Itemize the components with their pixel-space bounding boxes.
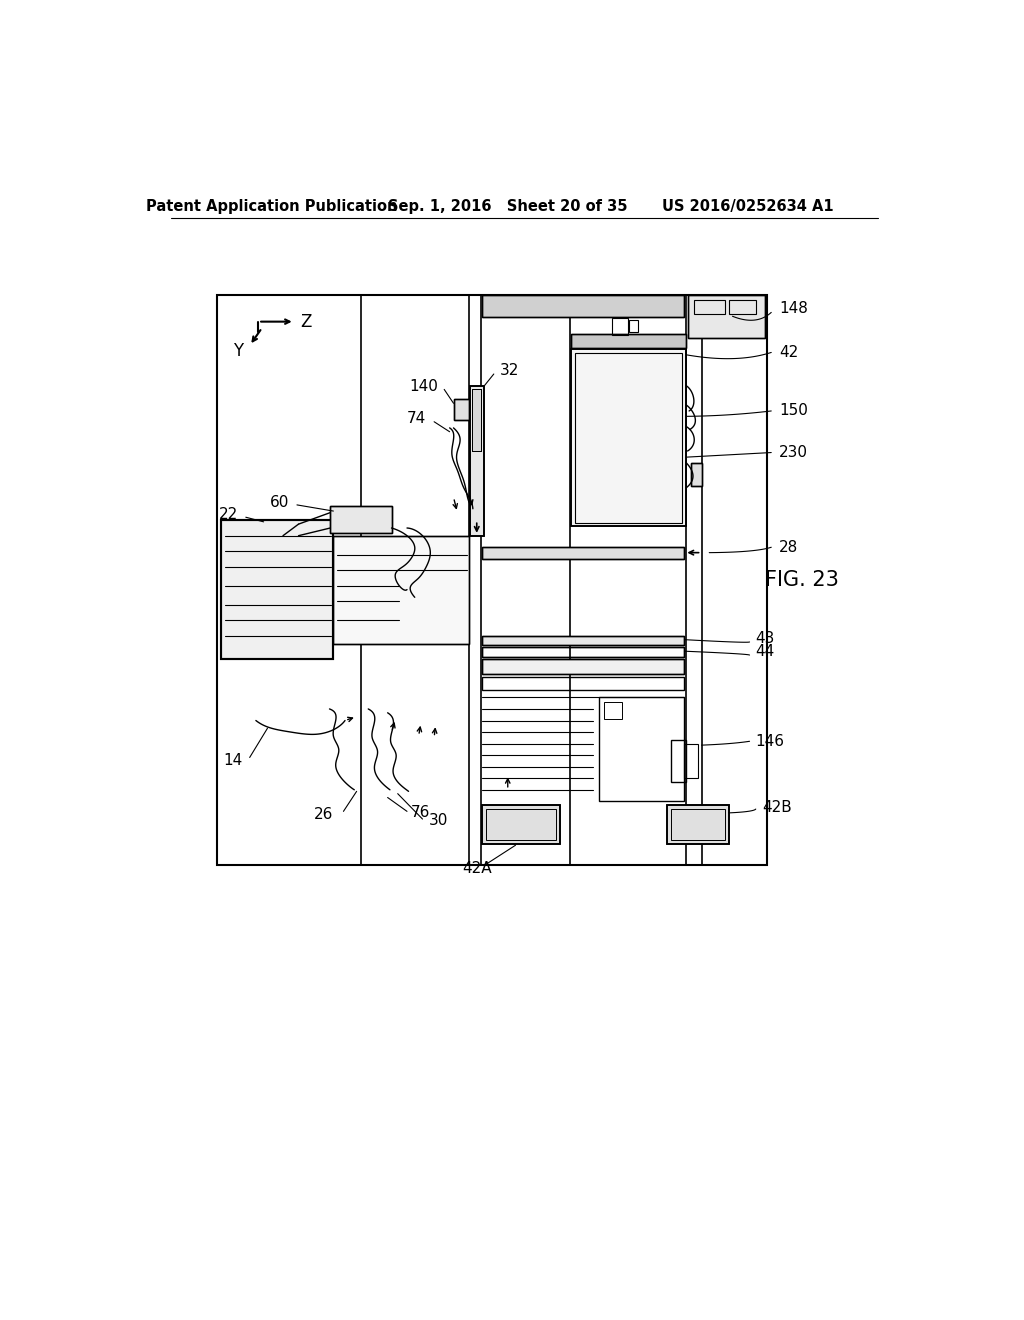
Text: Z: Z [300,313,311,330]
Bar [482,805,560,843]
Text: 26: 26 [314,807,334,822]
Bar [690,462,701,486]
Text: 32: 32 [500,363,519,379]
Bar [217,296,767,866]
Bar [571,350,686,527]
Bar [472,389,481,451]
Text: Sep. 1, 2016   Sheet 20 of 35: Sep. 1, 2016 Sheet 20 of 35 [388,198,628,214]
Text: FIG. 23: FIG. 23 [765,570,840,590]
Bar [454,399,469,420]
Bar [629,321,638,333]
Bar [482,296,684,317]
Bar [482,548,684,558]
Bar [482,659,684,675]
Bar [482,548,684,558]
Bar [470,385,483,536]
Text: 42: 42 [779,345,799,360]
Bar [575,354,682,523]
Text: 30: 30 [429,813,449,828]
Text: 148: 148 [779,301,808,315]
Bar [693,300,725,314]
Bar [684,743,698,779]
Bar [334,536,469,644]
Bar [454,399,469,420]
Bar [667,805,729,843]
Text: 43: 43 [756,631,775,647]
Bar [486,809,556,840]
Bar [571,334,686,348]
Text: Patent Application Publication: Patent Application Publication [145,198,397,214]
Bar [331,507,392,533]
Text: US 2016/0252634 A1: US 2016/0252634 A1 [663,198,834,214]
Bar [221,520,334,659]
Bar [482,647,684,656]
Text: Y: Y [232,342,243,360]
Text: 146: 146 [756,734,784,748]
Text: 60: 60 [270,495,289,510]
Bar [482,659,684,675]
Text: 150: 150 [779,404,808,418]
Bar [571,334,686,348]
Bar [667,805,729,843]
Bar [221,520,334,659]
Bar [331,507,392,533]
Bar [687,296,765,338]
Bar [482,636,684,645]
Text: 42A: 42A [462,861,492,876]
Bar [470,385,483,536]
Text: 42B: 42B [762,800,792,814]
Bar [671,809,725,840]
Bar [472,389,481,451]
Bar [482,647,684,656]
Bar [482,677,684,690]
Bar [671,739,686,781]
Bar [482,805,560,843]
Text: 230: 230 [779,445,808,461]
Bar [599,697,684,801]
Text: 44: 44 [756,644,775,660]
Bar [729,300,756,314]
Text: 76: 76 [411,805,430,821]
Bar [687,296,765,338]
Bar [604,702,623,719]
Text: 74: 74 [408,411,426,426]
Bar [690,462,701,486]
Bar [334,536,469,644]
Bar [571,350,686,527]
Bar [612,318,628,335]
Text: 14: 14 [223,752,243,768]
Text: 22: 22 [219,507,238,523]
Bar [482,636,684,645]
Text: 28: 28 [779,540,799,554]
Bar [482,296,684,317]
Text: 140: 140 [410,379,438,393]
